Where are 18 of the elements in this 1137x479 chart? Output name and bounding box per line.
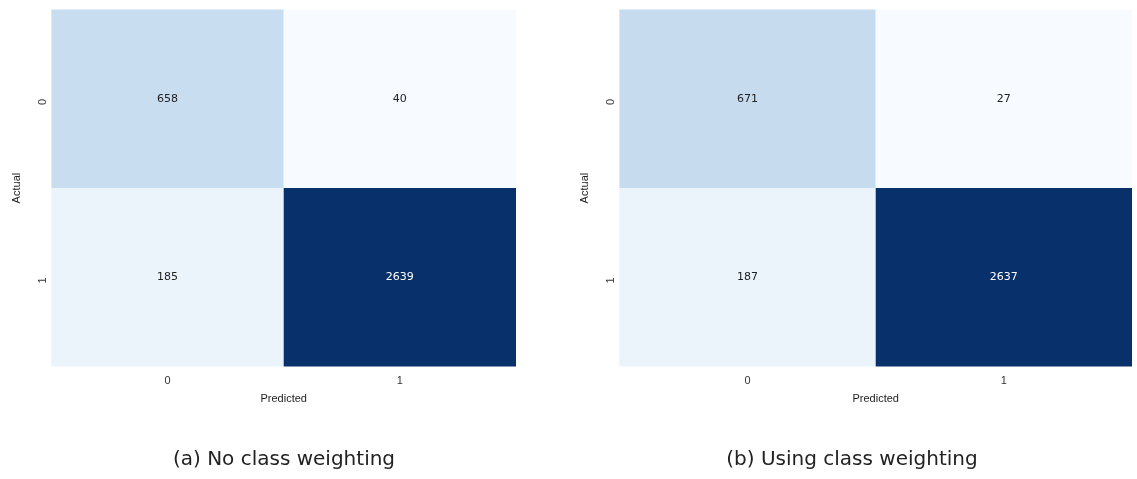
data-label: 2639 [385, 270, 414, 284]
x-tick-label: 1 [396, 374, 403, 387]
data-label: 27 [996, 91, 1011, 105]
data-label: 185 [157, 270, 179, 284]
x-tick-label: 0 [744, 374, 751, 387]
x-axis-title: Predicted [260, 392, 307, 405]
text: (b) Using class weighting [725, 446, 979, 470]
x-tick-label: 1 [1000, 374, 1007, 387]
data-label: 671 [737, 91, 759, 105]
text: (a) No class weighting [171, 446, 397, 470]
y-axis-title: Actual [577, 172, 590, 204]
x-axis-title: Predicted [852, 392, 899, 405]
x-tick-label: 0 [164, 374, 171, 387]
y-axis-title: Actual [9, 172, 22, 204]
data-label: 187 [737, 270, 759, 284]
data-label: 658 [157, 91, 179, 105]
data-label: 40 [392, 91, 407, 105]
data-label: 2637 [989, 270, 1018, 284]
